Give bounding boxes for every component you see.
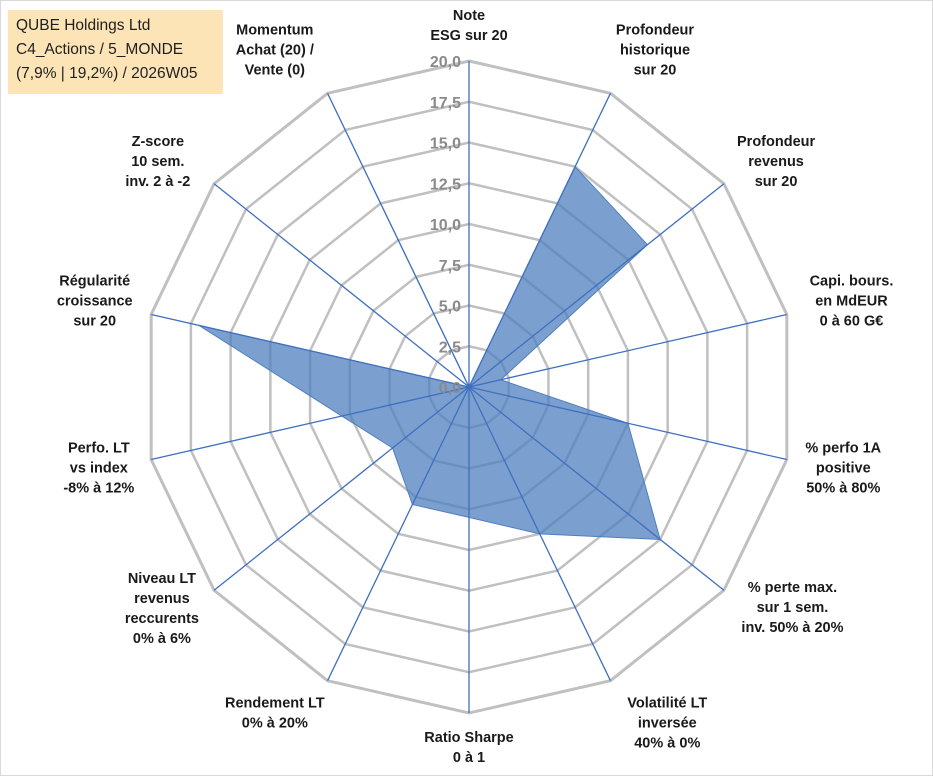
title-category: C4_Actions / 5_MONDE	[16, 41, 184, 58]
tick-label: 20,0	[430, 54, 461, 71]
axis-label-line: Profondeur	[737, 134, 815, 150]
tick-label: 5,0	[439, 299, 461, 316]
axis-label-line: Note	[453, 8, 485, 24]
title-period: (7,9% | 19,2%) / 2026W05	[16, 65, 198, 82]
axis-label-line: Volatilité LT	[627, 696, 707, 712]
tick-label: 2,5	[439, 339, 461, 356]
axis-label: Ratio Sharpe 0 à 1	[424, 730, 513, 766]
axis-label-line: 0% à 6%	[133, 631, 191, 647]
axis-label-line: 50% à 80%	[806, 480, 880, 496]
axis-label-line: Perfo. LT	[68, 440, 130, 456]
axis-label-line: sur 20	[634, 62, 677, 78]
axis-label-line: historique	[620, 42, 690, 58]
axis-label-line: sur 20	[73, 314, 116, 330]
axis-label-line: Z-score	[132, 134, 184, 150]
axis-spoke	[326, 93, 470, 388]
axis-label-line: revenus	[134, 591, 190, 607]
axis-label-line: reccurents	[125, 611, 199, 627]
axis-label-line: vs index	[70, 460, 128, 476]
axis-label-line: inversée	[638, 716, 697, 732]
axis-label-line: sur 1 sem.	[757, 600, 829, 616]
axis-label-line: 40% à 0%	[634, 736, 700, 752]
axis-label: Profondeur historique sur 20	[616, 22, 694, 78]
axis-label: Rendement LT 0% à 20%	[225, 696, 325, 732]
axis-label: Niveau LT revenus reccurents 0% à 6%	[125, 571, 199, 647]
title-box: QUBE Holdings Ltd C4_Actions / 5_MONDE (…	[8, 10, 223, 94]
axis-label: % perte max. sur 1 sem. inv. 50% à 20%	[741, 580, 843, 636]
axis-label: Régularité croissance sur 20	[57, 274, 133, 330]
axis-label-line: sur 20	[755, 174, 798, 190]
axis-spoke	[468, 183, 725, 388]
axis-label-line: en MdEUR	[815, 294, 888, 310]
axis-label-line: inv. 50% à 20%	[741, 620, 843, 636]
axis-label: Profondeur revenus sur 20	[737, 134, 815, 190]
axis-label-line: 0 à 60 G€	[820, 314, 884, 330]
axis-label-line: % perfo 1A	[805, 440, 881, 456]
axis-label-line: % perte max.	[748, 580, 837, 596]
axis-spoke	[468, 386, 725, 591]
axis-layer	[151, 61, 787, 713]
axis-spoke	[468, 386, 612, 681]
axis-label-line: inv. 2 à -2	[125, 174, 190, 190]
axis-label-layer: Note ESG sur 20 Profondeur historique sur 20…	[57, 8, 894, 766]
axis-label-line: Niveau LT	[128, 571, 196, 587]
axis-label-line: revenus	[748, 154, 804, 170]
axis-label-line: ESG sur 20	[430, 28, 507, 44]
axis-label: % perfo 1A positive 50% à 80%	[805, 440, 881, 496]
axis-label: Perfo. LT vs index -8% à 12%	[63, 440, 134, 496]
axis-spoke	[213, 386, 470, 591]
axis-label-line: croissance	[57, 294, 133, 310]
axis-label-line: -8% à 12%	[63, 480, 134, 496]
title-company: QUBE Holdings Ltd	[16, 17, 151, 34]
axis-label-line: Profondeur	[616, 22, 694, 38]
axis-label: Note ESG sur 20	[430, 8, 507, 44]
tick-label: 7,5	[439, 258, 461, 275]
axis-spoke	[151, 313, 470, 388]
axis-label: Momentum Achat (20) / Vente (0)	[236, 22, 314, 78]
axis-spoke	[151, 386, 470, 461]
axis-label-line: 0 à 1	[453, 750, 485, 766]
tick-label-layer: 0,0 2,5 5,0 7,5 10,0 12,5 15,0 17,5 20,0	[430, 54, 461, 397]
tick-label: 15,0	[430, 136, 461, 153]
axis-label-line: Ratio Sharpe	[424, 730, 513, 746]
axis-label-line: Capi. bours.	[810, 274, 894, 290]
axis-label-line: Vente (0)	[245, 62, 306, 78]
axis-label: Capi. bours. en MdEUR 0 à 60 G€	[810, 274, 894, 330]
tick-label: 10,0	[430, 217, 461, 234]
tick-label: 12,5	[430, 176, 461, 193]
axis-spoke	[468, 313, 787, 388]
axis-label-line: Momentum	[236, 22, 313, 38]
tick-label: 17,5	[430, 95, 461, 112]
axis-label: Z-score 10 sem. inv. 2 à -2	[125, 134, 190, 190]
axis-label-line: 10 sem.	[131, 154, 184, 170]
axis-label-line: Achat (20) /	[236, 42, 314, 58]
axis-label-line: Régularité	[59, 274, 130, 290]
tick-label: 0,0	[439, 380, 461, 397]
axis-label-line: Rendement LT	[225, 696, 325, 712]
axis-label-line: positive	[816, 460, 871, 476]
axis-label: Volatilité LT inversée 40% à 0%	[627, 696, 707, 752]
axis-label-line: 0% à 20%	[242, 716, 308, 732]
axis-spoke	[468, 386, 787, 461]
axis-spoke	[326, 386, 470, 681]
axis-spoke	[468, 93, 612, 388]
axis-spoke	[213, 183, 470, 388]
